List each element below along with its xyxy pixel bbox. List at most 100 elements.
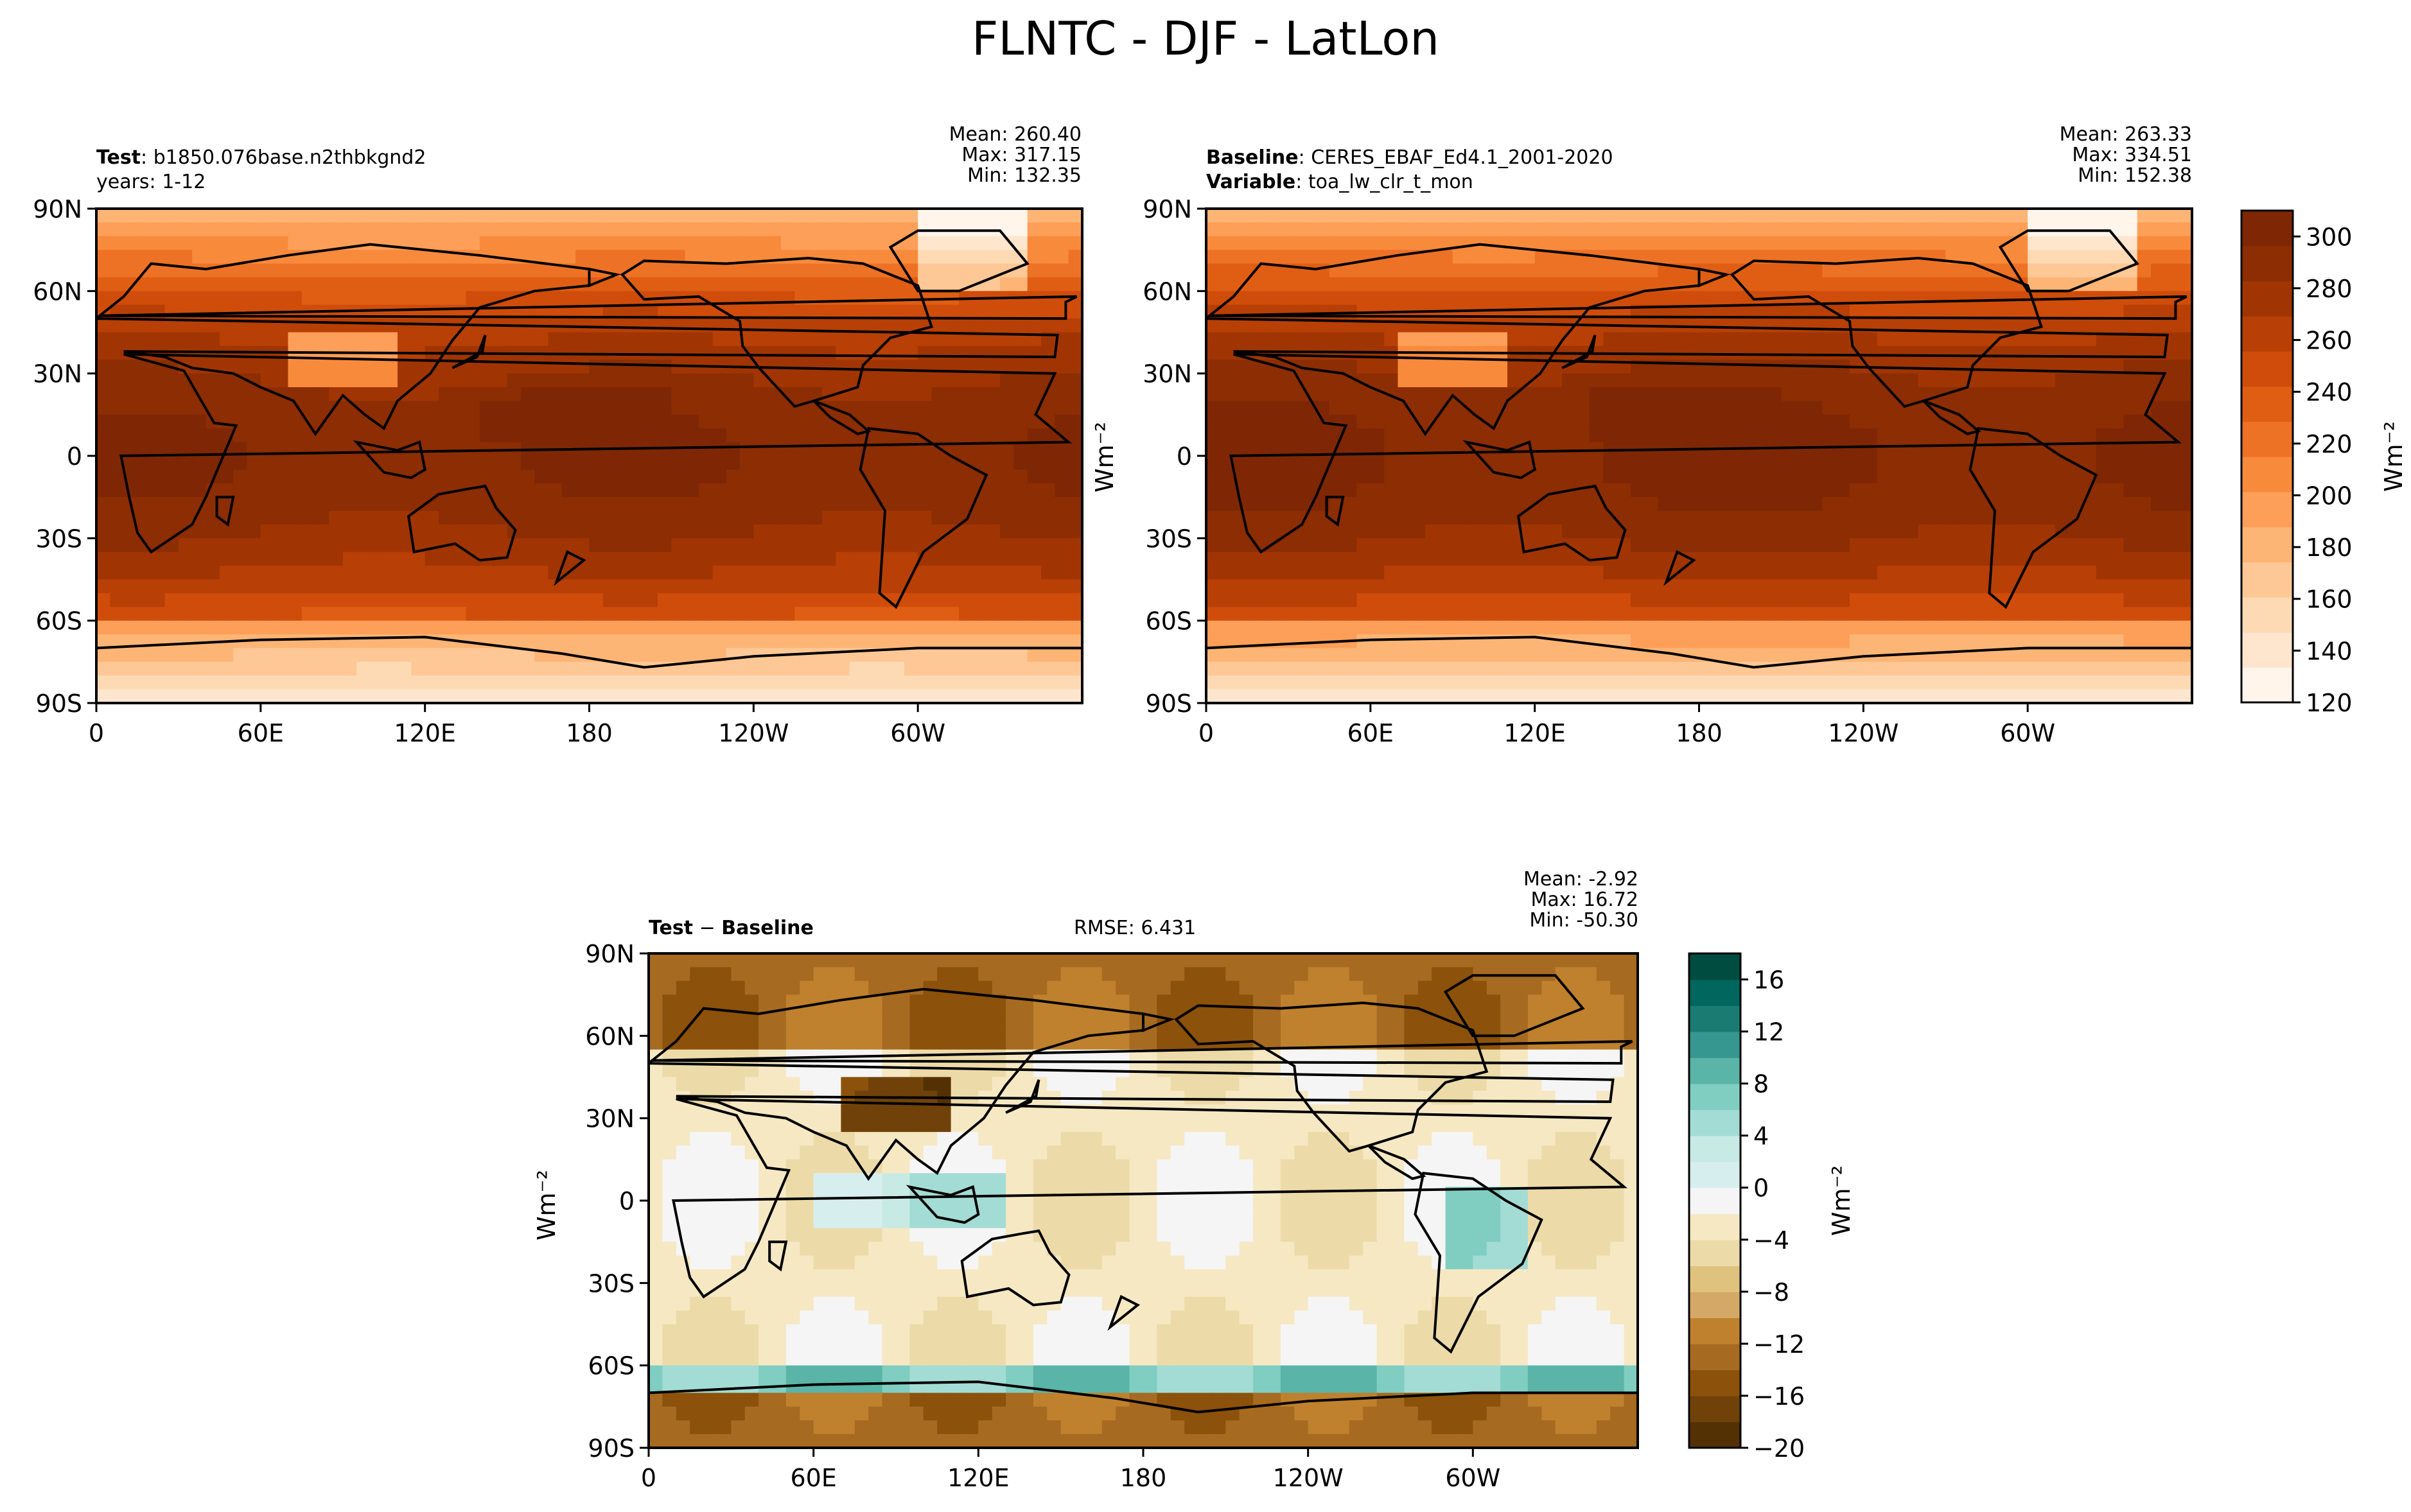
baseline-cell xyxy=(1589,538,1604,553)
baseline-cell xyxy=(1671,222,1686,237)
test-cell xyxy=(466,552,480,566)
baseline-cell xyxy=(2164,634,2179,649)
test-cell xyxy=(274,675,289,690)
test-cell xyxy=(466,524,480,539)
test-cell xyxy=(575,620,590,635)
test-cell xyxy=(315,483,330,498)
test-cell xyxy=(794,497,809,512)
baseline-cell xyxy=(1315,607,1330,621)
test-cell xyxy=(301,497,316,512)
baseline-cell xyxy=(1603,332,1618,347)
baseline-cell xyxy=(1891,209,1906,223)
test-cell xyxy=(575,607,590,621)
baseline-cell xyxy=(2110,620,2125,635)
test-cell xyxy=(658,579,672,594)
baseline-cell xyxy=(2082,456,2097,471)
test-cell xyxy=(602,428,617,443)
test-cell xyxy=(561,291,576,306)
test-cell xyxy=(863,661,877,676)
baseline-cell xyxy=(1767,332,1782,347)
baseline-cell xyxy=(1863,483,1878,498)
test-cell xyxy=(151,318,166,333)
baseline-cell xyxy=(1945,304,1960,319)
baseline-cell xyxy=(1507,566,1522,580)
baseline-cell xyxy=(1685,469,1700,484)
baseline-cell xyxy=(2055,538,2069,553)
baseline-cell xyxy=(2055,401,2069,415)
baseline-cell xyxy=(1206,579,1221,594)
test-cell xyxy=(96,209,111,223)
baseline-cell xyxy=(1904,373,1919,388)
test-cell xyxy=(1013,387,1028,402)
test-cell xyxy=(356,277,371,292)
baseline-cell xyxy=(1918,552,1933,566)
baseline-cell xyxy=(1247,442,1262,456)
test-cell xyxy=(685,579,699,594)
test-cell xyxy=(945,607,960,621)
test-cell xyxy=(219,566,234,580)
baseline-cell xyxy=(1617,401,1631,415)
baseline-cell xyxy=(1480,593,1495,608)
baseline-cell xyxy=(1548,263,1563,278)
test-cell xyxy=(794,524,809,539)
baseline-cell xyxy=(1452,414,1467,429)
baseline-cell xyxy=(2110,579,2125,594)
test-cell xyxy=(767,456,782,471)
baseline-cell xyxy=(1836,277,1850,292)
test-cell xyxy=(602,552,617,566)
baseline-cell xyxy=(1261,414,1276,429)
test-cell xyxy=(808,332,823,347)
test-cell xyxy=(1041,469,1056,484)
test-cell xyxy=(329,469,344,484)
baseline-cell xyxy=(2178,579,2192,594)
test-cell xyxy=(192,579,207,594)
test-cell xyxy=(821,209,836,223)
baseline-cell xyxy=(1726,620,1741,635)
test-cell xyxy=(904,373,918,388)
test-cell xyxy=(849,538,864,553)
test-cell xyxy=(356,510,371,525)
test-cell xyxy=(192,620,207,635)
baseline-cell xyxy=(1726,250,1741,265)
test-cell xyxy=(602,634,617,649)
baseline-cell xyxy=(1370,620,1385,635)
test-cell xyxy=(890,345,905,361)
baseline-cell xyxy=(1480,469,1495,484)
test-cell xyxy=(425,524,439,539)
baseline-cell xyxy=(2178,524,2192,539)
baseline-cell xyxy=(1726,401,1741,415)
test-cell xyxy=(96,318,111,333)
test-cell xyxy=(836,291,850,306)
test-cell xyxy=(383,414,398,429)
test-cell xyxy=(301,620,316,635)
test-cell xyxy=(699,593,714,608)
baseline-cell xyxy=(1274,345,1289,361)
baseline-cell xyxy=(2123,304,2138,319)
test-cell xyxy=(123,620,138,635)
test-cell xyxy=(439,579,453,594)
test-cell xyxy=(821,291,836,306)
baseline-cell xyxy=(1562,469,1577,484)
baseline-cell xyxy=(2164,360,2179,374)
baseline-cell xyxy=(1261,373,1276,388)
test-cell xyxy=(274,566,289,580)
baseline-cell xyxy=(1726,566,1741,580)
test-cell xyxy=(863,222,877,237)
test-cell xyxy=(1013,456,1028,471)
baseline-cell xyxy=(1329,373,1344,388)
test-cell xyxy=(699,483,714,498)
baseline-cell xyxy=(1247,236,1262,250)
baseline-cell xyxy=(1356,291,1371,306)
test-cell xyxy=(137,360,152,374)
baseline-cell xyxy=(1658,414,1672,429)
test-cell xyxy=(712,634,727,649)
baseline-cell xyxy=(1233,456,1248,471)
test-cell xyxy=(685,373,699,388)
test-cell xyxy=(260,607,275,621)
baseline-cell xyxy=(2096,579,2110,594)
test-cell xyxy=(630,469,645,484)
test-cell xyxy=(96,607,111,621)
test-cell xyxy=(794,442,809,456)
baseline-cell xyxy=(1480,401,1495,415)
test-cell xyxy=(753,222,768,237)
